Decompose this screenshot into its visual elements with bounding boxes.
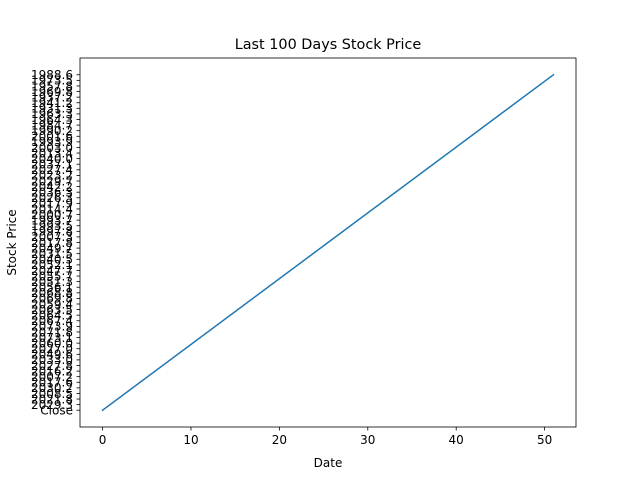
chart-title: Last 100 Days Stock Price [235, 37, 422, 53]
y-tick-label: 2003.0 [31, 141, 73, 155]
y-tick-label: 2073.9 [31, 320, 73, 334]
y-tick-label: 2029.7 [31, 174, 73, 188]
y-tick-label: 2017.8 [31, 236, 73, 250]
y-tick-label: 2040.0 [31, 152, 73, 166]
y-tick-label: 2040.5 [31, 253, 73, 267]
y-tick-label: 2007.3 [31, 230, 73, 244]
y-tick-label: 2026.3 [31, 191, 73, 205]
y-tick-label: 1997.8 [31, 225, 73, 239]
x-tick-label: 20 [272, 433, 287, 447]
y-tick-label: 2014.4 [31, 202, 73, 216]
y-tick-label: 2055.7 [31, 269, 73, 283]
y-axis-label: Stock Price [5, 209, 19, 275]
y-tick-label: 2016.2 [31, 364, 73, 378]
x-tick-label: 40 [449, 433, 464, 447]
y-tick-label: 2056.1 [31, 281, 73, 295]
y-tick-label: 2049.7 [31, 241, 73, 255]
y-tick-label: 1973.5 [31, 74, 73, 88]
y-tick-label: 2017.6 [31, 376, 73, 390]
y-tick-label: 2068.8 [31, 286, 73, 300]
y-tick-label: 1931.3 [31, 102, 73, 116]
y-tick-label: 2000.7 [31, 208, 73, 222]
y-tick-label: 1990.2 [31, 124, 73, 138]
y-tick-label: 2021.8 [31, 392, 73, 406]
y-tick-label: 2033.0 [31, 353, 73, 367]
y-tick-label: 1963.3 [31, 107, 73, 121]
y-tick-label: 1941.2 [31, 96, 73, 110]
y-tick-label: 2029.3 [31, 398, 73, 412]
y-tick-label: 2067.4 [31, 314, 73, 328]
y-tick-label: 1993.7 [31, 213, 73, 227]
x-tick-label: 50 [537, 433, 552, 447]
y-tick-label: 2027.0 [31, 342, 73, 356]
y-tick-label: 1969.8 [31, 85, 73, 99]
y-tick-label: 2051.3 [31, 275, 73, 289]
y-tick-label: 2059.4 [31, 297, 73, 311]
y-tick-label: 2052.1 [31, 258, 73, 272]
y-tick-label: 2063.5 [31, 303, 73, 317]
y-tick-label: 2073.1 [31, 331, 73, 345]
x-tick-label: 0 [99, 433, 107, 447]
y-tick-label: 2017.9 [31, 197, 73, 211]
y-tick-label: 2030.2 [31, 381, 73, 395]
y-tick-label: 2042.2 [31, 180, 73, 194]
x-tick-label: 10 [183, 433, 198, 447]
y-tick-label: 2001.6 [31, 130, 73, 144]
y-tick-label: 2027.8 [31, 359, 73, 373]
y-tick-label: 1984.7 [31, 118, 73, 132]
y-tick-label: 2027.4 [31, 163, 73, 177]
y-tick-label: 1988.6 [31, 68, 73, 82]
y-tick-label: 2071.8 [31, 325, 73, 339]
y-tick-label: 2049.6 [31, 348, 73, 362]
y-tick-label: 2060.0 [31, 336, 73, 350]
y-tick-label: 1993.5 [31, 219, 73, 233]
y-tick-label: 1964.3 [31, 113, 73, 127]
y-tick-label: 2031.5 [31, 247, 73, 261]
x-tick-label: 30 [360, 433, 375, 447]
y-tick-label: 2013.4 [31, 146, 73, 160]
y-tick-label: 2023.2 [31, 169, 73, 183]
y-tick-label: 1993.9 [31, 135, 73, 149]
y-tick-label: 2007.2 [31, 370, 73, 384]
y-tick-label: 1957.8 [31, 79, 73, 93]
y-tick-label: 2008.5 [31, 387, 73, 401]
y-tick-label: 2037.1 [31, 158, 73, 172]
y-tick-label: 2064.5 [31, 308, 73, 322]
y-tick-label: 2047.7 [31, 264, 73, 278]
y-tick-label: 2036.3 [31, 185, 73, 199]
y-tick-label: 1937.2 [31, 90, 73, 104]
series-line-0 [101, 73, 555, 412]
y-tick-label: 2069.8 [31, 292, 73, 306]
x-axis-label: Date [314, 456, 343, 470]
y-tick-label: Close [40, 404, 73, 418]
